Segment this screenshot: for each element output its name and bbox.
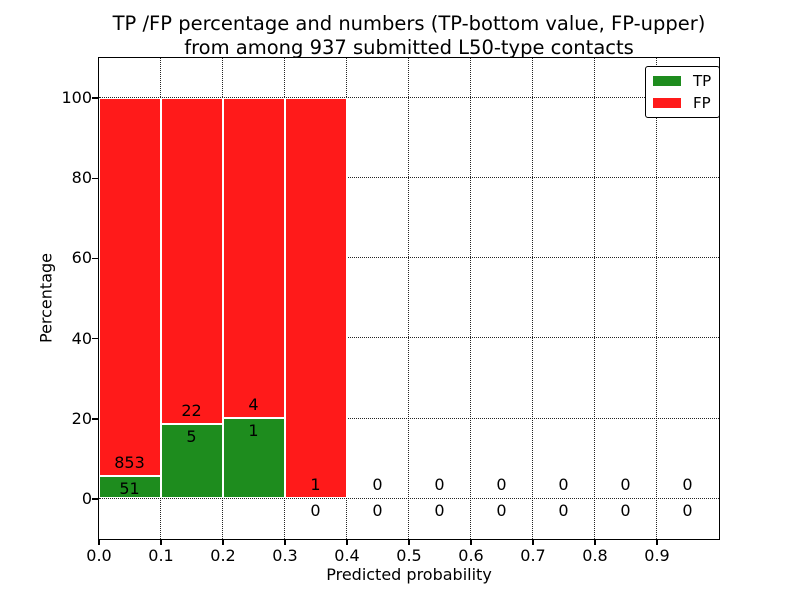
bar-fp-segment bbox=[98, 97, 161, 476]
x-tick-label: 0.5 bbox=[396, 546, 422, 565]
x-tick-label: 0.8 bbox=[582, 546, 608, 565]
gridline-vertical bbox=[593, 57, 595, 539]
tp-count-label: 51 bbox=[119, 478, 140, 498]
fp-count-label: 0 bbox=[682, 475, 693, 495]
x-axis-label: Predicted probability bbox=[326, 565, 492, 584]
plot-area: 853 51 22 5 4 1 1 0 0 0 0 0 0 0 0 0 0 0 0 0 bbox=[97, 56, 720, 540]
bar-fp-segment bbox=[284, 97, 347, 499]
legend-item-fp: FP bbox=[653, 95, 711, 111]
x-tick-label: 0.9 bbox=[644, 546, 670, 565]
tp-legend-label: TP bbox=[693, 72, 712, 90]
y-tick-label: 20 bbox=[71, 408, 92, 428]
fp-count-label: 853 bbox=[114, 452, 145, 472]
tp-count-label: 0 bbox=[310, 501, 321, 521]
fp-count-label: 1 bbox=[310, 475, 321, 495]
y-axis-tick bbox=[92, 498, 98, 500]
tp-count-label: 1 bbox=[248, 421, 259, 441]
fp-count-label: 0 bbox=[620, 475, 631, 495]
x-axis-tick bbox=[470, 539, 472, 545]
fp-legend-label: FP bbox=[693, 94, 711, 112]
y-tick-label: 100 bbox=[61, 88, 92, 108]
x-axis-tick bbox=[532, 539, 534, 545]
tp-count-label: 0 bbox=[620, 501, 631, 521]
x-axis-tick bbox=[656, 539, 658, 545]
bar-tp-segment bbox=[222, 418, 285, 499]
gridline-vertical bbox=[655, 57, 657, 539]
fp-count-label: 0 bbox=[434, 475, 445, 495]
x-axis-tick bbox=[98, 539, 100, 545]
y-tick-label: 60 bbox=[71, 248, 92, 268]
y-tick-label: 80 bbox=[71, 168, 92, 188]
x-tick-label: 0.1 bbox=[148, 546, 174, 565]
gridline-vertical bbox=[531, 57, 533, 539]
y-axis-tick bbox=[92, 418, 98, 420]
x-axis-tick bbox=[346, 539, 348, 545]
fp-swatch-icon bbox=[653, 98, 681, 108]
x-tick-label: 0.0 bbox=[86, 546, 112, 565]
chart-title-line2: from among 937 submitted L50-type contac… bbox=[184, 36, 634, 59]
y-tick-label: 40 bbox=[71, 328, 92, 348]
bar-fp-segment bbox=[222, 97, 285, 419]
x-axis-tick bbox=[594, 539, 596, 545]
tp-count-label: 0 bbox=[558, 501, 569, 521]
legend: TP FP bbox=[645, 66, 721, 118]
gridline-vertical bbox=[469, 57, 471, 539]
x-tick-label: 0.6 bbox=[458, 546, 484, 565]
bar-tp-segment bbox=[160, 424, 223, 499]
y-axis-tick bbox=[92, 337, 98, 340]
tp-count-label: 5 bbox=[186, 427, 197, 447]
x-axis-tick bbox=[222, 539, 224, 545]
x-axis-tick bbox=[408, 539, 410, 545]
x-axis-tick bbox=[284, 539, 286, 545]
y-axis-tick bbox=[92, 177, 98, 179]
fp-count-label: 4 bbox=[248, 395, 259, 415]
legend-item-tp: TP bbox=[653, 73, 711, 89]
x-tick-label: 0.2 bbox=[210, 546, 236, 565]
fp-count-label: 0 bbox=[558, 475, 569, 495]
bar-fp-segment bbox=[160, 97, 223, 425]
tp-swatch-icon bbox=[653, 76, 681, 86]
chart-title-line1: TP /FP percentage and numbers (TP-bottom… bbox=[112, 12, 706, 35]
bar-tp-segment bbox=[98, 475, 161, 499]
fp-count-label: 22 bbox=[181, 401, 202, 421]
x-tick-label: 0.3 bbox=[272, 546, 298, 565]
gridline-vertical bbox=[407, 57, 409, 539]
tp-count-label: 0 bbox=[682, 501, 693, 521]
x-tick-label: 0.7 bbox=[520, 546, 546, 565]
tp-count-label: 0 bbox=[496, 501, 507, 521]
tp-count-label: 0 bbox=[434, 501, 445, 521]
y-axis-tick bbox=[92, 257, 98, 260]
fp-count-label: 0 bbox=[496, 475, 507, 495]
x-axis-tick bbox=[160, 539, 162, 545]
y-axis-tick bbox=[92, 97, 98, 99]
tp-count-label: 0 bbox=[372, 501, 383, 521]
x-tick-label: 0.4 bbox=[334, 546, 360, 565]
fp-count-label: 0 bbox=[372, 475, 383, 495]
y-tick-label: 0 bbox=[81, 488, 92, 508]
